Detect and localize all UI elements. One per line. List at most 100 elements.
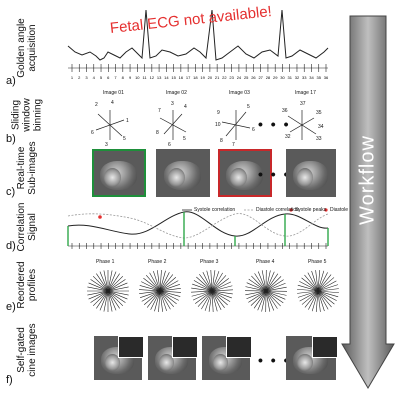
binning-1-label-b: 3: [105, 142, 108, 148]
acquisition-tick-label: 1: [71, 75, 74, 80]
cine-image-1-inset: [118, 336, 144, 358]
subimage-3: [218, 149, 272, 197]
acquisition-tick-label: 21: [215, 75, 220, 80]
binning-star-3: [221, 110, 251, 140]
acquisition-tick-label: 6: [107, 75, 110, 80]
profile-spoke: [139, 288, 181, 294]
acquisition-tick-label: 7: [114, 75, 117, 80]
acquisition-tick-label: 3: [85, 75, 88, 80]
binning-1-label-c: 4: [111, 100, 114, 106]
binning-4-label-a: 37: [300, 101, 306, 107]
legend-systole-peaks: Systole peaks: [295, 207, 327, 213]
binning-1-label-a: 2: [95, 102, 98, 108]
binning-ellipsis: • • •: [258, 116, 291, 132]
row-letter-d: d): [6, 240, 16, 252]
binning-2-label-c: 6: [168, 142, 171, 148]
acquisition-tick-label: 8: [122, 75, 125, 80]
subimages-ellipsis: • • •: [258, 166, 291, 182]
workflow-label: Workflow: [356, 135, 379, 225]
cine-image-3-inset: [226, 336, 252, 358]
diastole-peak-marker: [98, 215, 102, 219]
binning-title-1: Image 01: [103, 90, 124, 96]
subimage-4: [286, 149, 336, 197]
legend-diastole-peaks: Diastole peaks: [330, 207, 363, 213]
acquisition-tick-label: 28: [266, 75, 271, 80]
cine-image-4: [286, 336, 336, 380]
binning-3-label-a: 9: [217, 110, 220, 116]
binning-1-label-d: 1: [126, 118, 129, 124]
acquisition-tick-label: 14: [164, 75, 169, 80]
binning-2-label-b: 8: [156, 130, 159, 136]
legend-systole-peak-dot: [289, 208, 293, 212]
binning-2-label-d: 5: [183, 136, 186, 142]
phase-1-title: Phase 1: [96, 259, 115, 265]
acquisition-tick-label: 26: [251, 75, 256, 80]
binning-4-label-f: 32: [285, 134, 291, 140]
systole-correlation-line: [67, 211, 329, 237]
acquisition-tick-label: 15: [171, 75, 176, 80]
profile-spoke: [87, 286, 129, 296]
acquisition-tick-label: 22: [222, 75, 227, 80]
binning-1-label-e: 6: [91, 130, 94, 136]
acquisition-tick-label: 36: [324, 75, 329, 80]
row-letter-e: e): [6, 301, 16, 313]
acquisition-tick-label: 20: [208, 75, 213, 80]
cine-image-2-inset: [172, 336, 198, 358]
binning-3-label-c: 8: [220, 138, 223, 144]
profile-spoke: [244, 290, 288, 292]
acquisition-tick-label: 24: [237, 75, 242, 80]
acquisition-tick-label: 23: [229, 75, 234, 80]
cine-ellipsis: • • •: [258, 352, 291, 368]
binning-1-label-f: 5: [123, 136, 126, 142]
binning-3-label-e: 6: [252, 127, 255, 133]
acquisition-tick-label: 2: [78, 75, 81, 80]
acquisition-tick-label: 4: [93, 75, 96, 80]
binning-2-label-a: 7: [158, 108, 161, 114]
binning-2-label-f: 3: [171, 101, 174, 107]
correlation-ticks: [71, 243, 327, 249]
binning-star-2: [159, 110, 187, 140]
profile-spoke: [297, 288, 339, 294]
acquisition-tick-label: 35: [317, 75, 322, 80]
acquisition-tick-label: 13: [157, 75, 162, 80]
phase-fan-4: [244, 269, 288, 313]
binning-4-label-c: 35: [316, 110, 322, 116]
reordered-profile-fans: [87, 269, 339, 313]
acquisition-ticks: [71, 64, 327, 72]
acquisition-tick-labels: 1 2 3 4 5 6 7 8 9 10 11 12 13 14 15 16 17 18 19 20 21 22 23 24 2…: [71, 75, 329, 80]
diastole-correlation-line: [67, 213, 329, 239]
workflow-arrow: [341, 15, 395, 389]
subimage-1: [92, 149, 146, 197]
acquisition-tick-label: 9: [129, 75, 132, 80]
acquisition-tick-label: 27: [258, 75, 263, 80]
binning-2-label-e: 4: [184, 104, 187, 110]
binning-3-label-f: 5: [247, 104, 250, 110]
acquisition-tick-label: 25: [244, 75, 249, 80]
binning-title-2: Image 02: [166, 90, 187, 96]
acquisition-tick-label: 5: [100, 75, 103, 80]
ecg-trace: [67, 9, 329, 61]
acquisition-tick-label: 33: [302, 75, 307, 80]
subimage-2: [156, 149, 210, 197]
acquisition-tick-label: 12: [150, 75, 155, 80]
phase-fan-2: [139, 270, 181, 312]
acquisition-tick-label: 17: [186, 75, 191, 80]
binning-3-label-d: 7: [232, 142, 235, 148]
acquisition-tick-label: 30: [280, 75, 285, 80]
binning-4-label-b: 36: [282, 108, 288, 114]
row-letter-f: f): [6, 374, 13, 386]
acquisition-tick-label: 34: [309, 75, 314, 80]
phase-fan-5: [297, 270, 339, 312]
acquisition-tick-label: 32: [295, 75, 300, 80]
acquisition-tick-label: 11: [142, 75, 147, 80]
row-letter-c: c): [6, 186, 16, 198]
acquisition-tick-label: 29: [273, 75, 278, 80]
cine-image-4-inset: [312, 336, 338, 358]
binning-4-label-e: 33: [316, 136, 322, 142]
binning-title-3: Image 03: [229, 90, 250, 96]
legend-systole-correlation: Systole correlation: [194, 207, 236, 213]
phase-2-title: Phase 2: [148, 259, 167, 265]
binning-3-label-b: 10: [215, 122, 221, 128]
acquisition-tick-label: 10: [135, 75, 140, 80]
